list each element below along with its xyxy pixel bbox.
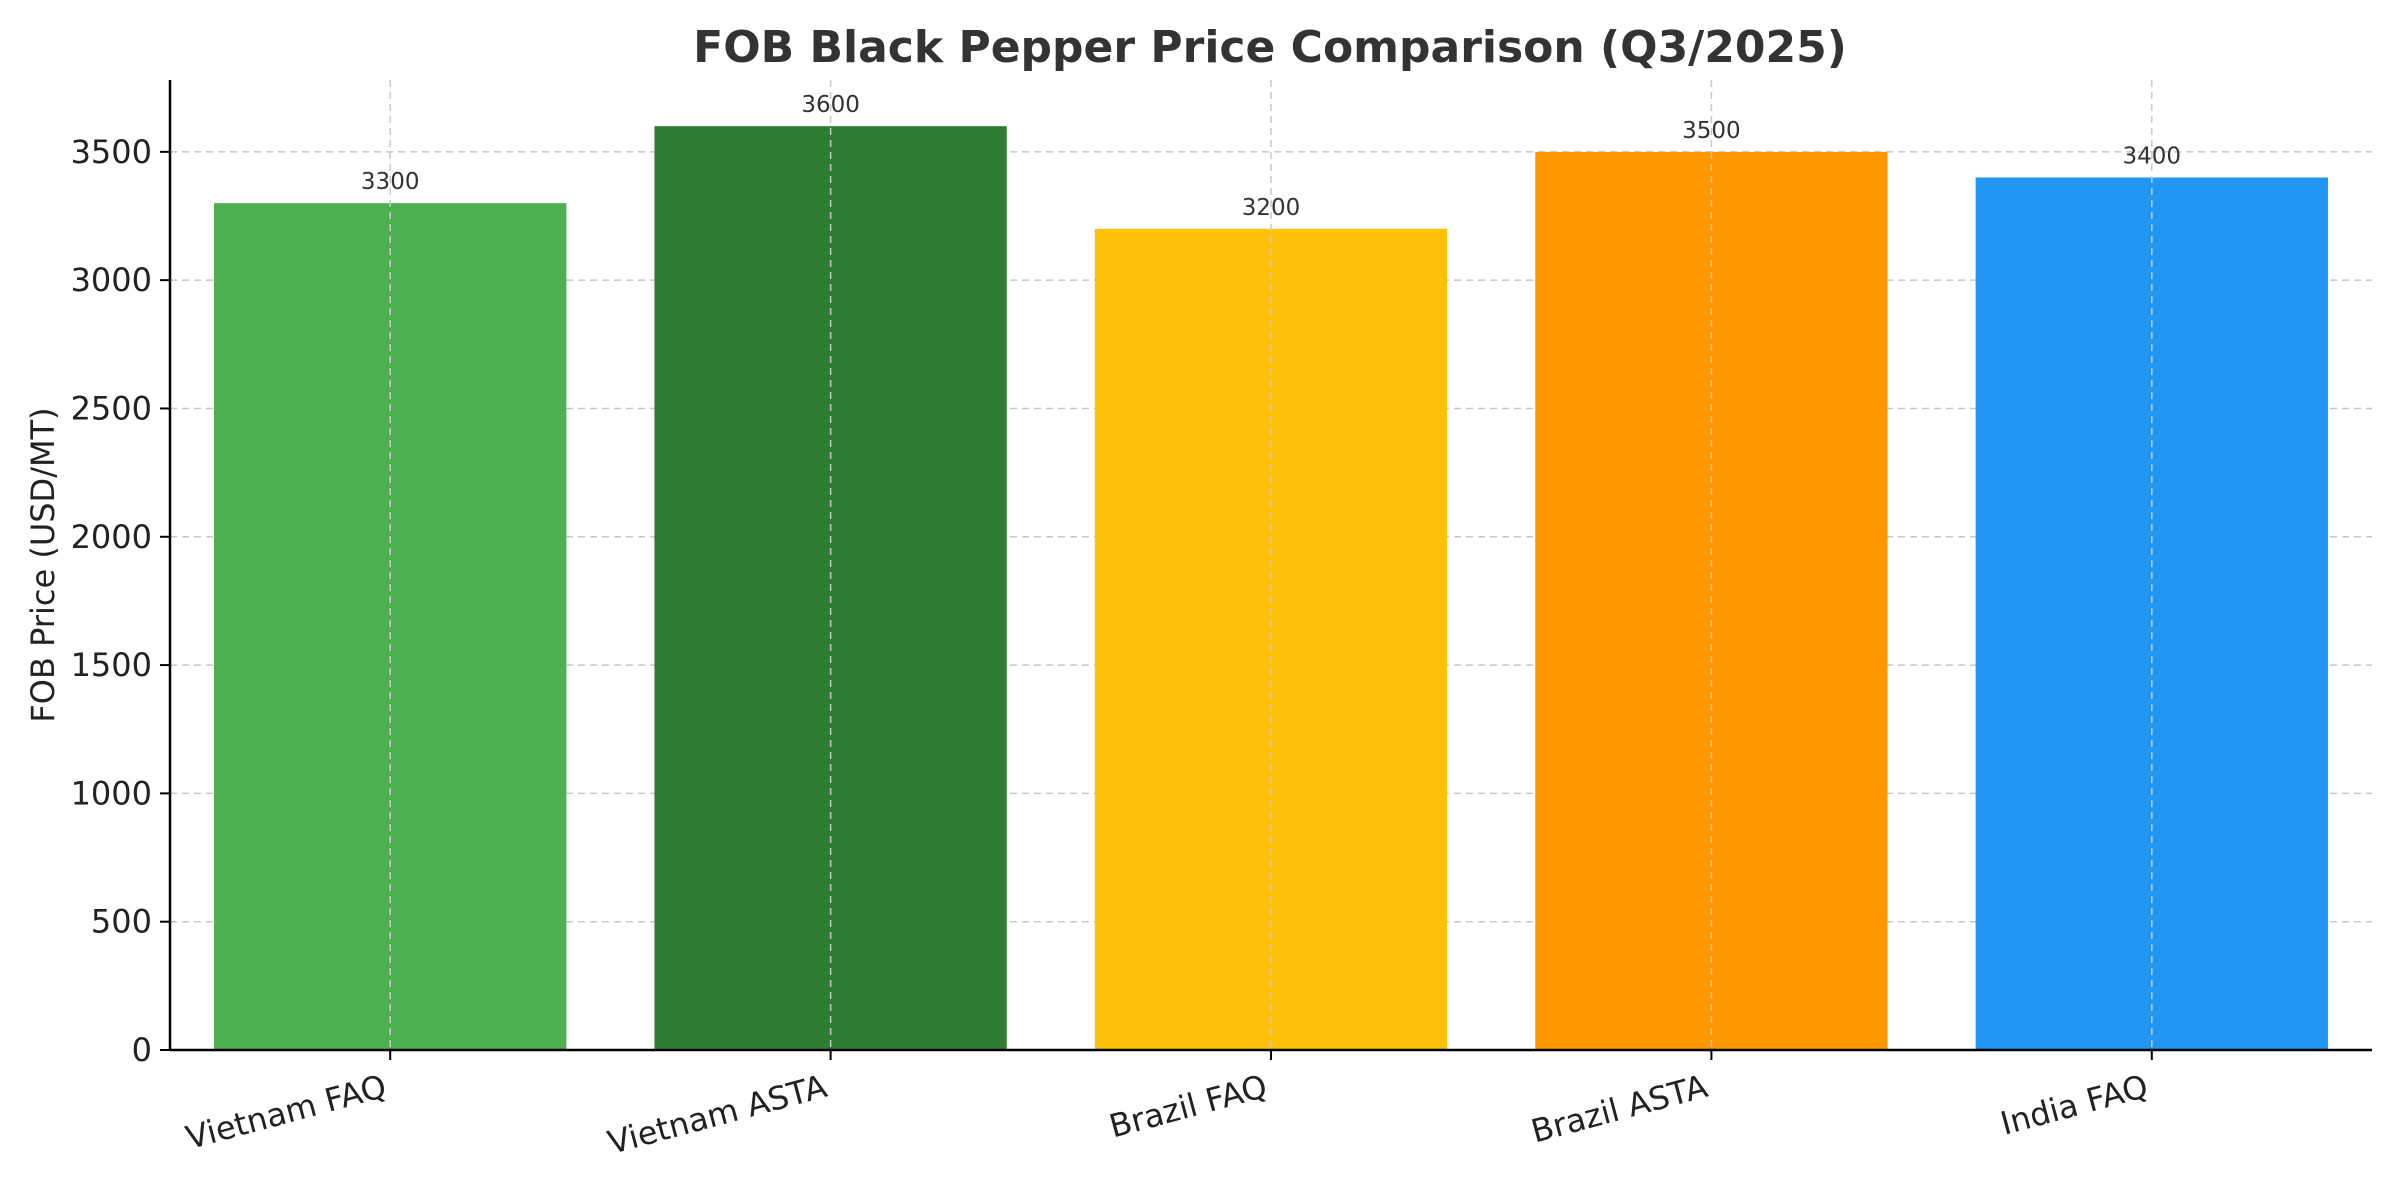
- x-tick-label: Vietnam ASTA: [604, 1067, 831, 1162]
- x-tick-label: Vietnam FAQ: [182, 1067, 390, 1157]
- x-tick-label: India FAQ: [1996, 1067, 2151, 1143]
- y-tick-label: 500: [91, 903, 152, 941]
- y-axis-ticks: 0 500 1000 1500 2000 2500 3000 3500: [71, 133, 170, 1069]
- data-label: 3300: [361, 169, 420, 195]
- y-tick-label: 2500: [71, 389, 152, 427]
- x-tick-label: Brazil FAQ: [1105, 1067, 1271, 1145]
- vertical-gridlines: [389, 80, 2153, 1050]
- y-tick-label: 0: [132, 1031, 152, 1069]
- data-label: 3600: [801, 92, 860, 118]
- x-tick-label: Brazil ASTA: [1527, 1067, 1711, 1150]
- y-tick-label: 1500: [71, 646, 152, 684]
- data-label: 3500: [1682, 118, 1741, 144]
- y-tick-label: 1000: [71, 774, 152, 812]
- y-axis-label: FOB Price (USD/MT): [24, 407, 62, 722]
- y-tick-label: 3000: [71, 261, 152, 299]
- x-axis-ticks: Vietnam FAQ Vietnam ASTA Brazil FAQ Brazil …: [182, 1050, 2153, 1162]
- y-tick-label: 3500: [71, 133, 152, 171]
- data-labels: 3300 3600 3200 3500 3400: [361, 92, 2181, 221]
- y-tick-label: 2000: [71, 518, 152, 556]
- data-label: 3400: [2123, 144, 2182, 170]
- data-label: 3200: [1242, 195, 1301, 221]
- chart-title: FOB Black Pepper Price Comparison (Q3/20…: [693, 22, 1847, 73]
